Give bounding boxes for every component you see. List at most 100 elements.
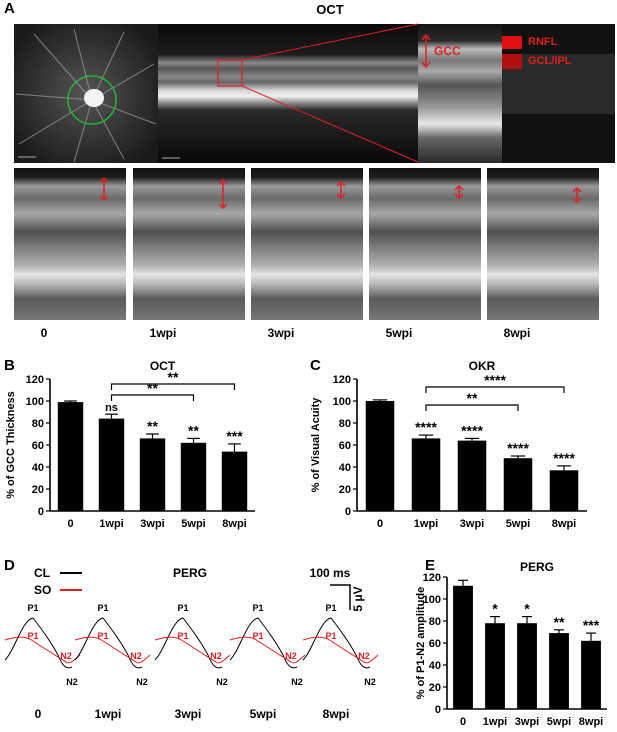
chart-title: OCT [150,359,176,373]
bar [517,623,537,709]
x-tick-label: 0 [460,716,466,728]
perg-marker-p1: P1 [325,603,336,613]
perg-marker-n2-so: N2 [210,651,222,661]
significance-bracket [110,394,195,401]
significance-label: **** [553,450,575,466]
perg-trace-so [229,636,306,664]
x-tick-label: 3wpi [515,716,539,728]
x-tick-label: 0 [67,518,73,530]
oct-zoom-box [217,59,243,87]
x-tick-label: 5wpi [506,518,530,530]
chart-title: OKR [469,359,496,373]
significance-label: ** [188,422,199,438]
bar [457,440,487,511]
perg-marker-p1-so: P1 [325,631,336,641]
perg-legend-label: CL [34,566,50,580]
perg-title: PERG [173,566,207,580]
bar [453,585,473,709]
significance-bracket [425,404,519,411]
y-axis-label: % of Visual Acuity [310,397,322,493]
legend-rnfl-label: RNFL [528,36,558,48]
y-tick-label: 40 [339,462,351,474]
bracket-label: ** [168,369,179,385]
significance-label: **** [507,440,529,456]
significance-label: ** [147,418,158,434]
oct-bscan-image [158,24,418,163]
significance-label: ** [554,614,565,630]
bar [221,451,248,511]
significance-label: *** [226,428,243,444]
gcc-arrow-head [336,193,346,200]
bracket-label: ** [467,390,478,406]
bracket-label: **** [484,372,506,388]
perg-label: 3wpi [175,707,202,721]
gcc-arrow-head [99,195,109,202]
significance-label: **** [461,422,483,438]
bracket-label: ** [147,380,158,396]
y-tick-label: 20 [32,484,44,496]
y-axis-label: % of GCC Thickness [5,391,17,499]
x-tick-label: 1wpi [414,518,438,530]
gcc-arrow-head [218,178,228,185]
perg-marker-n2-so: N2 [285,651,297,661]
perg-trace-so [74,636,151,664]
bar [411,438,441,511]
y-tick-label: 100 [26,396,44,408]
y-tick-label: 100 [423,594,441,606]
y-tick-label: 100 [333,396,351,408]
y-tick-label: 60 [339,440,351,452]
perg-marker-n2-so: N2 [60,651,72,661]
y-tick-label: 120 [423,572,441,584]
fundus-green-circle [67,75,117,125]
perg-marker-n2: N2 [136,677,148,687]
significance-bracket [110,383,236,390]
bar [581,640,601,709]
x-tick-label: 5wpi [547,716,571,728]
significance-label: * [492,601,498,617]
perg-label: 0 [35,707,42,721]
fundus-image [14,24,158,163]
oct-crop-label: 5wpi [385,326,413,340]
x-tick-label: 8wpi [552,518,576,530]
panel-letter-d: D [4,557,15,574]
legend-gcl-swatch [502,54,522,69]
perg-marker-n2-so: N2 [358,651,370,661]
y-tick-label: 60 [32,440,44,452]
y-tick-label: 40 [32,462,44,474]
y-tick-label: 0 [345,506,351,518]
perg-trace-cl [154,617,223,669]
perg-marker-p1-so: P1 [177,631,188,641]
gcc-arrow-head [336,180,346,187]
oct-panel-title: OCT [316,2,344,17]
significance-label: ns [105,402,118,414]
x-tick-label: 0 [377,518,383,530]
perg-marker-n2: N2 [66,677,78,687]
perg-marker-n2: N2 [291,677,303,687]
gcc-arrow-head [454,193,464,200]
oct-crop-image [133,168,245,320]
y-tick-label: 80 [429,616,441,628]
scale-bar [330,584,351,610]
bar [180,442,207,511]
bar [365,401,395,511]
y-tick-label: 80 [339,418,351,430]
significance-label: * [524,601,530,617]
significance-label: **** [415,419,437,435]
perg-marker-n2: N2 [364,677,376,687]
x-tick-label: 8wpi [579,716,603,728]
perg-trace-so [302,636,379,664]
y-tick-label: 20 [429,682,441,694]
optic-disc [84,89,104,107]
oct-crop-label: 1wpi [149,326,177,340]
x-tick-label: 5wpi [181,518,205,530]
y-tick-label: 0 [38,506,44,518]
perg-trace-cl [74,617,143,669]
legend-rnfl-swatch [502,36,522,49]
oct-crop-image [14,168,126,320]
scale-volt-label: 5 μV [351,586,365,611]
gcc-arrow-head [572,186,582,193]
perg-label: 5wpi [250,707,277,721]
perg-trace-so [154,636,231,664]
x-tick-label: 8wpi [222,518,246,530]
oct-crop-label: 0 [40,326,48,340]
